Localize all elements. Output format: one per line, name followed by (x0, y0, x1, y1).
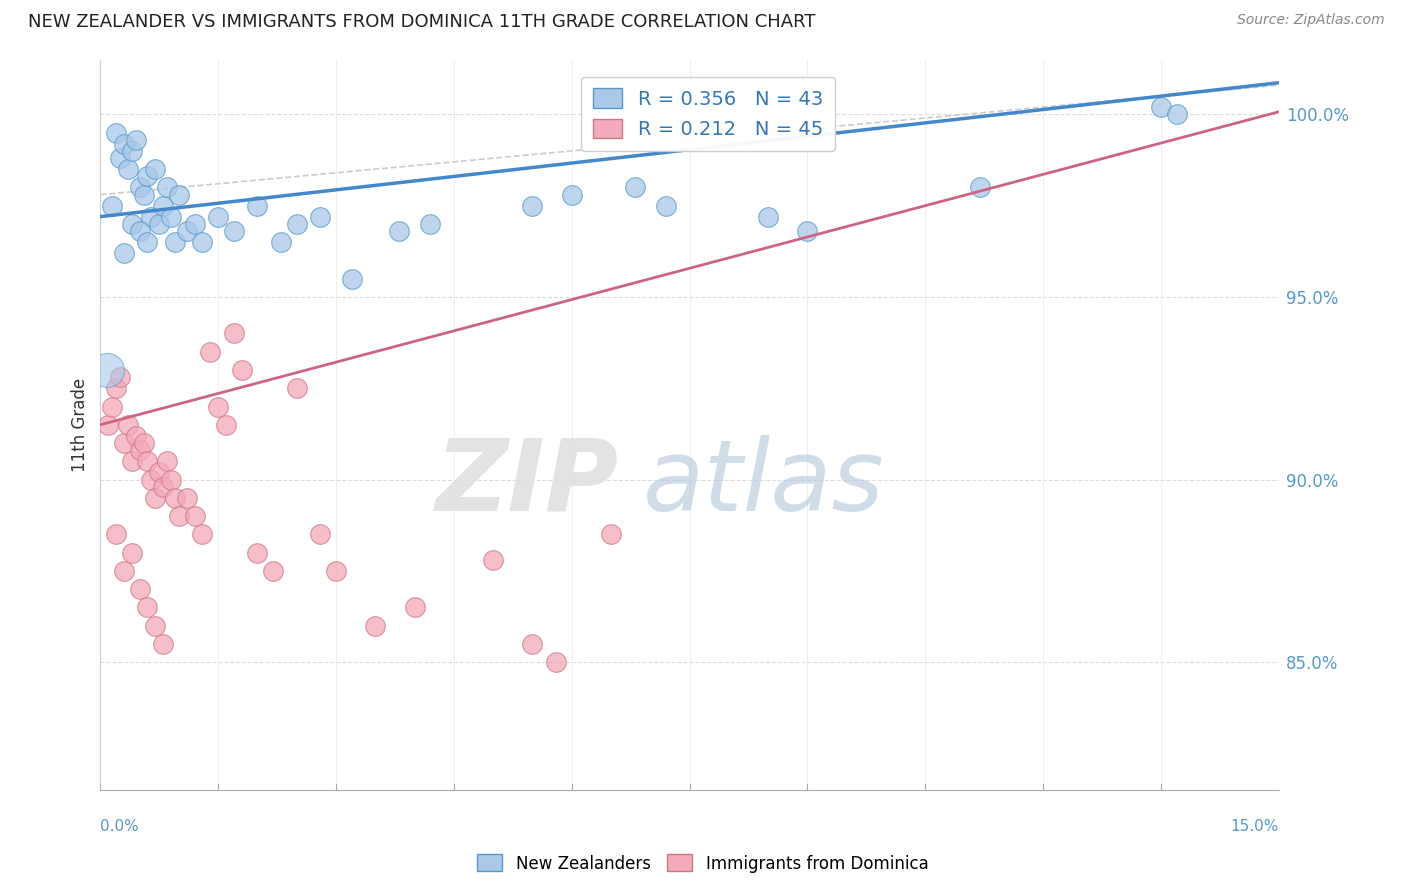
Point (112, 136, 135, 151)
Point (105, 381, 128, 395)
Point (600, 527, 623, 541)
Legend: New Zealanders, Immigrants from Dominica: New Zealanders, Immigrants from Dominica (471, 847, 935, 880)
Point (262, 564, 284, 578)
Point (1166, 107, 1188, 121)
Legend: R = 0.356   N = 43, R = 0.212   N = 45: R = 0.356 N = 43, R = 0.212 N = 45 (582, 77, 835, 151)
Point (246, 545, 269, 559)
Point (364, 618, 387, 632)
Point (176, 224, 198, 238)
Point (141, 210, 163, 224)
Point (101, 400, 124, 414)
Text: Source: ZipAtlas.com: Source: ZipAtlas.com (1237, 13, 1385, 28)
Point (108, 151, 131, 165)
Point (544, 655, 567, 669)
Point (136, 600, 159, 615)
Point (128, 224, 150, 238)
Point (207, 210, 229, 224)
Point (105, 126, 128, 140)
Point (285, 381, 308, 395)
Point (309, 527, 332, 541)
Point (97, 417, 120, 432)
Point (191, 527, 214, 541)
Point (756, 210, 779, 224)
Point (222, 224, 245, 238)
Point (117, 417, 139, 432)
Point (167, 509, 190, 524)
Point (183, 509, 205, 524)
Point (655, 199, 678, 213)
Point (160, 473, 183, 487)
Point (183, 217, 205, 231)
Point (215, 417, 238, 432)
Point (121, 545, 143, 559)
Point (231, 363, 253, 377)
Point (325, 564, 347, 578)
Text: NEW ZEALANDER VS IMMIGRANTS FROM DOMINICA 11TH GRADE CORRELATION CHART: NEW ZEALANDER VS IMMIGRANTS FROM DOMINIC… (28, 13, 815, 31)
Point (148, 465, 170, 479)
Point (388, 224, 411, 238)
Point (117, 162, 139, 177)
Point (167, 187, 190, 202)
Point (96, 363, 118, 377)
Point (156, 180, 179, 194)
Point (128, 582, 150, 596)
Point (207, 400, 229, 414)
Point (112, 564, 135, 578)
Point (125, 133, 148, 147)
Point (482, 553, 505, 567)
Point (156, 454, 179, 468)
Point (136, 169, 159, 184)
Point (112, 436, 135, 450)
Point (191, 235, 214, 250)
Point (419, 217, 441, 231)
Point (128, 180, 150, 194)
Point (246, 199, 269, 213)
Point (143, 491, 166, 505)
Point (141, 473, 163, 487)
Point (340, 271, 363, 285)
Point (285, 217, 308, 231)
Point (143, 162, 166, 177)
Point (152, 199, 174, 213)
Text: atlas: atlas (643, 434, 884, 532)
Point (623, 180, 645, 194)
Point (143, 618, 166, 632)
Point (136, 454, 159, 468)
Point (152, 480, 174, 494)
Point (796, 224, 818, 238)
Point (969, 180, 991, 194)
Point (1150, 100, 1173, 114)
Point (270, 235, 292, 250)
Point (128, 443, 150, 458)
Point (522, 637, 544, 651)
Point (121, 217, 143, 231)
Text: 15.0%: 15.0% (1230, 819, 1279, 834)
Point (163, 491, 186, 505)
Point (222, 326, 245, 341)
Point (132, 187, 155, 202)
Point (561, 187, 583, 202)
Point (121, 144, 143, 158)
Point (132, 436, 155, 450)
Point (108, 370, 131, 384)
Point (309, 210, 332, 224)
Point (152, 637, 174, 651)
Point (148, 217, 170, 231)
Point (200, 344, 222, 359)
Point (125, 428, 148, 442)
Text: ZIP: ZIP (436, 434, 619, 532)
Point (101, 199, 124, 213)
Point (176, 491, 198, 505)
Point (522, 199, 544, 213)
Point (163, 235, 186, 250)
Point (105, 527, 128, 541)
Y-axis label: 11th Grade: 11th Grade (72, 377, 89, 472)
Point (160, 210, 183, 224)
Point (121, 454, 143, 468)
Text: 0.0%: 0.0% (100, 819, 139, 834)
Point (404, 600, 426, 615)
Point (112, 246, 135, 260)
Point (136, 235, 159, 250)
